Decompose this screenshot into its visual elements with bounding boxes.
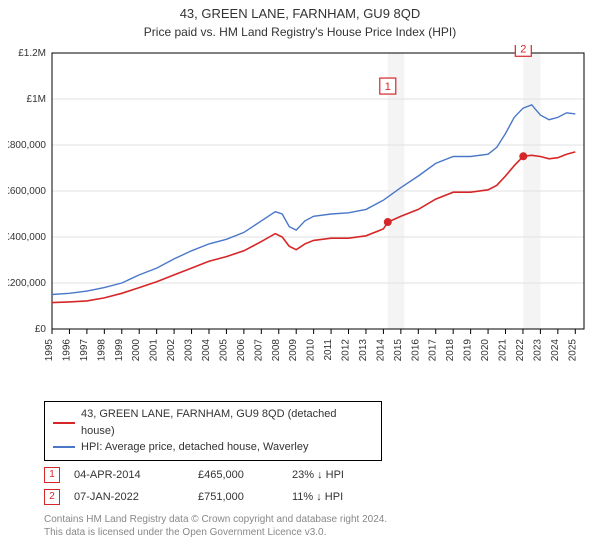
svg-text:1: 1 xyxy=(385,81,391,93)
svg-text:2001: 2001 xyxy=(149,339,160,362)
svg-text:2006: 2006 xyxy=(236,339,247,362)
svg-text:2011: 2011 xyxy=(323,339,334,361)
svg-text:£1.2M: £1.2M xyxy=(18,48,46,59)
svg-text:2014: 2014 xyxy=(375,339,386,362)
footer-attribution: Contains HM Land Registry data © Crown c… xyxy=(44,513,600,539)
sale-badge: 2 xyxy=(44,489,60,505)
svg-text:1996: 1996 xyxy=(61,339,72,362)
svg-text:1995: 1995 xyxy=(44,339,55,362)
svg-text:2016: 2016 xyxy=(410,339,421,362)
legend-swatch-2 xyxy=(53,446,75,448)
svg-text:2024: 2024 xyxy=(550,339,561,362)
svg-text:2002: 2002 xyxy=(166,339,177,362)
svg-text:2003: 2003 xyxy=(184,339,195,362)
svg-text:1999: 1999 xyxy=(114,339,125,362)
sale-row: 2 07-JAN-2022 £751,000 11% ↓ HPI xyxy=(44,489,600,505)
sale-date: 07-JAN-2022 xyxy=(74,491,184,503)
svg-text:2012: 2012 xyxy=(341,339,352,362)
svg-text:£400,000: £400,000 xyxy=(8,232,46,243)
svg-text:£200,000: £200,000 xyxy=(8,278,46,289)
svg-text:1997: 1997 xyxy=(79,339,90,362)
legend-row-2: HPI: Average price, detached house, Wave… xyxy=(53,439,373,456)
svg-text:2008: 2008 xyxy=(271,339,282,362)
svg-text:2000: 2000 xyxy=(131,339,142,362)
svg-text:1998: 1998 xyxy=(96,339,107,362)
legend-swatch-1 xyxy=(53,422,75,424)
sale-row: 1 04-APR-2014 £465,000 23% ↓ HPI xyxy=(44,467,600,483)
svg-text:2023: 2023 xyxy=(532,339,543,362)
sale-delta: 11% ↓ HPI xyxy=(292,491,343,503)
legend-box: 43, GREEN LANE, FARNHAM, GU9 8QD (detach… xyxy=(44,401,382,461)
sale-delta: 23% ↓ HPI xyxy=(292,469,344,481)
svg-text:2005: 2005 xyxy=(218,339,229,362)
chart-title-line2: Price paid vs. HM Land Registry's House … xyxy=(0,21,600,45)
svg-text:2004: 2004 xyxy=(201,339,212,362)
price-chart-container: 43, GREEN LANE, FARNHAM, GU9 8QD Price p… xyxy=(0,0,600,560)
svg-text:2013: 2013 xyxy=(358,339,369,362)
svg-text:2017: 2017 xyxy=(428,339,439,362)
legend-label-2: HPI: Average price, detached house, Wave… xyxy=(81,439,308,456)
sale-badge: 1 xyxy=(44,467,60,483)
svg-text:2022: 2022 xyxy=(515,339,526,362)
svg-text:2019: 2019 xyxy=(463,339,474,362)
svg-text:£600,000: £600,000 xyxy=(8,186,46,197)
sale-date: 04-APR-2014 xyxy=(74,469,184,481)
chart-title-line1: 43, GREEN LANE, FARNHAM, GU9 8QD xyxy=(0,0,600,21)
footer-line-1: Contains HM Land Registry data © Crown c… xyxy=(44,513,600,526)
svg-text:£0: £0 xyxy=(35,324,47,335)
svg-text:2015: 2015 xyxy=(393,339,404,362)
svg-text:2007: 2007 xyxy=(253,339,264,362)
legend-row-1: 43, GREEN LANE, FARNHAM, GU9 8QD (detach… xyxy=(53,406,373,439)
sale-price: £751,000 xyxy=(198,491,278,503)
svg-text:£1M: £1M xyxy=(27,94,46,105)
svg-text:2025: 2025 xyxy=(567,339,578,362)
legend-label-1: 43, GREEN LANE, FARNHAM, GU9 8QD (detach… xyxy=(81,406,373,439)
svg-text:2021: 2021 xyxy=(498,339,509,362)
svg-text:2009: 2009 xyxy=(288,339,299,362)
svg-text:2010: 2010 xyxy=(306,339,317,362)
chart-area: £0 £200,000 £400,000 £600,000 £800,000 £1M £1.… xyxy=(8,45,592,395)
svg-text:£800,000: £800,000 xyxy=(8,140,46,151)
svg-text:2018: 2018 xyxy=(445,339,456,362)
svg-text:2020: 2020 xyxy=(480,339,491,362)
footer-line-2: This data is licensed under the Open Gov… xyxy=(44,526,600,539)
sale-price: £465,000 xyxy=(198,469,278,481)
sales-list: 1 04-APR-2014 £465,000 23% ↓ HPI 2 07-JAN-202… xyxy=(0,467,600,505)
svg-text:2: 2 xyxy=(520,45,526,55)
line-chart-svg: £0 £200,000 £400,000 £600,000 £800,000 £1M £1.… xyxy=(8,45,592,395)
